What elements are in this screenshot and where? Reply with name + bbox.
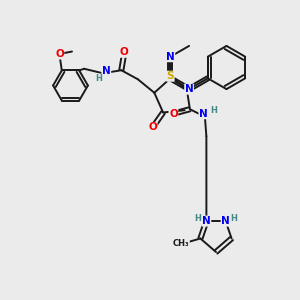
Text: N: N — [102, 66, 111, 76]
Text: N: N — [221, 216, 230, 226]
Text: N: N — [199, 109, 208, 119]
Text: O: O — [148, 122, 157, 133]
Text: H: H — [210, 106, 217, 115]
Text: H: H — [195, 214, 201, 223]
Text: O: O — [55, 49, 64, 59]
Text: CH₃: CH₃ — [173, 238, 190, 247]
Text: O: O — [120, 47, 129, 57]
Text: H: H — [231, 214, 237, 223]
Text: O: O — [169, 109, 178, 119]
Text: S: S — [167, 71, 174, 81]
Text: H: H — [96, 74, 103, 83]
Text: N: N — [202, 216, 211, 226]
Text: N: N — [185, 84, 194, 94]
Text: N: N — [166, 52, 175, 62]
